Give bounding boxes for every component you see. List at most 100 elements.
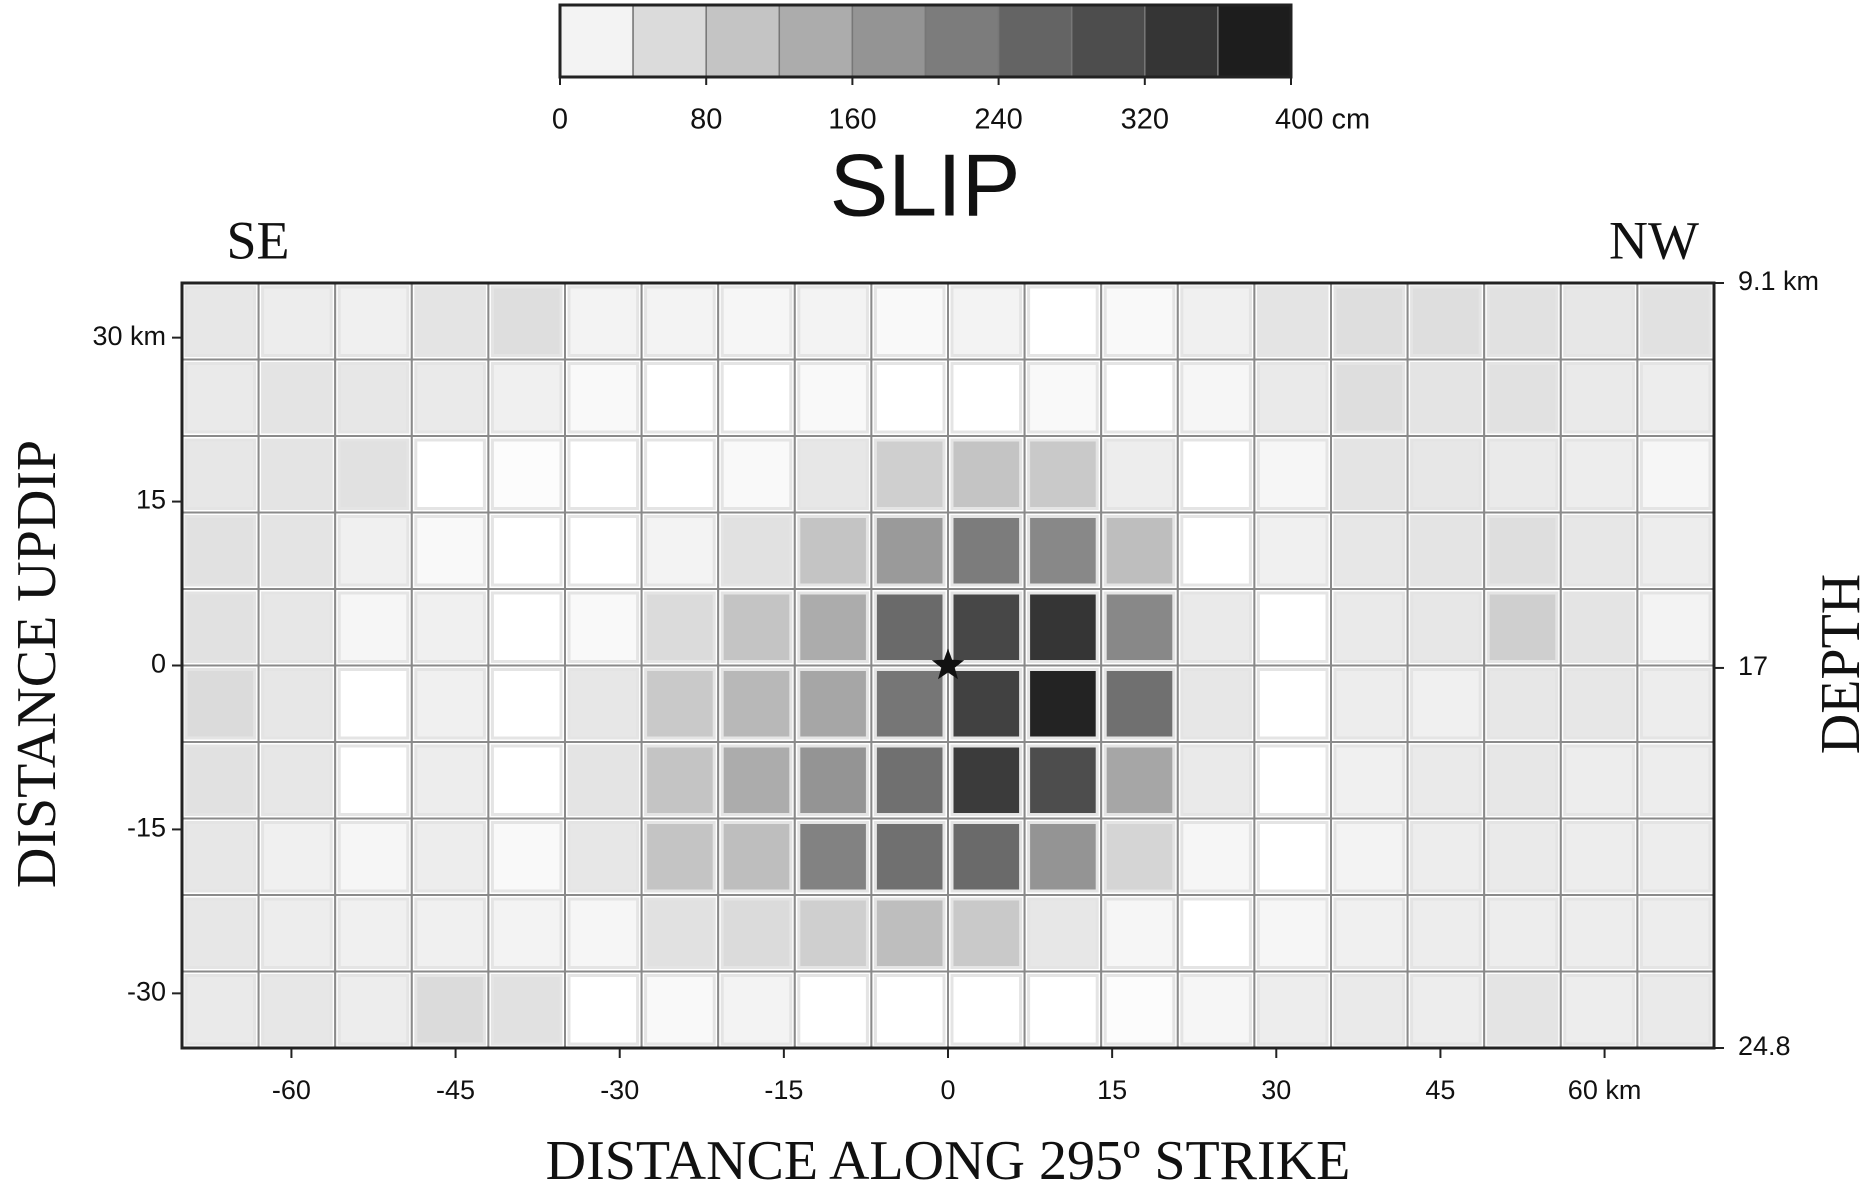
- cell: [1256, 591, 1329, 663]
- cell: [1333, 591, 1406, 663]
- cell: [261, 515, 333, 587]
- cell: [184, 744, 257, 816]
- cell: [1563, 438, 1635, 510]
- cell: [261, 668, 333, 740]
- cell: [873, 515, 946, 587]
- cell: [1256, 897, 1329, 969]
- cell: [490, 668, 563, 740]
- colorbar-segment: [705, 4, 781, 78]
- cell: [1410, 591, 1482, 663]
- chart-title: SLIP: [830, 135, 1021, 234]
- cell: [414, 438, 486, 510]
- cell: [490, 515, 563, 587]
- cell: [873, 362, 946, 434]
- cell: [1333, 515, 1406, 587]
- cell: [720, 515, 793, 587]
- cell: [1410, 974, 1482, 1046]
- cell: [1410, 285, 1482, 357]
- colorbar-segment: [778, 4, 854, 78]
- cell: [1486, 515, 1559, 587]
- cell: [414, 668, 486, 740]
- cell: [337, 821, 410, 893]
- cell: [1027, 515, 1099, 587]
- cell: [1180, 668, 1252, 740]
- cell: [797, 974, 869, 1046]
- x-tick-label: 60 km: [1568, 1075, 1642, 1105]
- cell: [950, 285, 1023, 357]
- cell: [490, 821, 563, 893]
- cell: [1027, 897, 1099, 969]
- cell: [1410, 362, 1482, 434]
- cell: [490, 438, 563, 510]
- cell: [261, 974, 333, 1046]
- cell: [1027, 974, 1099, 1046]
- cell: [337, 668, 410, 740]
- y2-tick-label: 9.1 km: [1738, 266, 1819, 296]
- colorbar-tick-label: 0: [552, 104, 568, 136]
- cell: [184, 515, 257, 587]
- cell: [414, 515, 486, 587]
- cell: [1180, 897, 1252, 969]
- cell: [950, 362, 1023, 434]
- cell: [1486, 821, 1559, 893]
- cell: [1333, 744, 1406, 816]
- x-tick-label: -45: [436, 1075, 475, 1105]
- direction-left: SE: [226, 210, 289, 270]
- cell: [337, 515, 410, 587]
- x-tick-label: 45: [1425, 1075, 1455, 1105]
- cell: [1027, 591, 1099, 663]
- cell: [797, 285, 869, 357]
- cell: [1639, 438, 1712, 510]
- cell: [490, 362, 563, 434]
- cell: [720, 897, 793, 969]
- cell: [1639, 744, 1712, 816]
- cell: [1333, 897, 1406, 969]
- cell: [1256, 285, 1329, 357]
- y2-tick-label: 24.8: [1738, 1031, 1791, 1061]
- cell: [1486, 362, 1559, 434]
- cell: [1103, 974, 1176, 1046]
- cell: [720, 591, 793, 663]
- cell: [261, 438, 333, 510]
- cell: [1103, 744, 1176, 816]
- cell: [567, 897, 640, 969]
- x-tick-label: -15: [764, 1075, 803, 1105]
- cell: [1256, 744, 1329, 816]
- cell: [1256, 974, 1329, 1046]
- cell: [1027, 821, 1099, 893]
- cell: [184, 591, 257, 663]
- y2-axis-label: DEPTH: [1810, 574, 1872, 754]
- cell: [644, 438, 716, 510]
- cell: [1486, 591, 1559, 663]
- cell: [720, 362, 793, 434]
- cell: [1410, 438, 1482, 510]
- cell: [1180, 744, 1252, 816]
- cell: [490, 744, 563, 816]
- cell: [1333, 821, 1406, 893]
- cell: [720, 438, 793, 510]
- cell: [1486, 974, 1559, 1046]
- cell: [873, 668, 946, 740]
- cell: [337, 974, 410, 1046]
- y2-tick-label: 17: [1738, 651, 1768, 681]
- cell: [950, 515, 1023, 587]
- cell: [1410, 515, 1482, 587]
- cell: [1103, 897, 1176, 969]
- cell: [414, 821, 486, 893]
- cell: [1563, 362, 1635, 434]
- cell: [720, 821, 793, 893]
- cell: [1180, 591, 1252, 663]
- x-tick-label: -60: [272, 1075, 311, 1105]
- cell: [1639, 974, 1712, 1046]
- cell: [337, 285, 410, 357]
- colorbar-segment: [851, 4, 927, 78]
- cell: [337, 591, 410, 663]
- cell: [184, 821, 257, 893]
- cell: [337, 438, 410, 510]
- cell: [337, 897, 410, 969]
- cell: [1410, 821, 1482, 893]
- cell: [567, 668, 640, 740]
- cell: [1103, 591, 1176, 663]
- cell: [261, 744, 333, 816]
